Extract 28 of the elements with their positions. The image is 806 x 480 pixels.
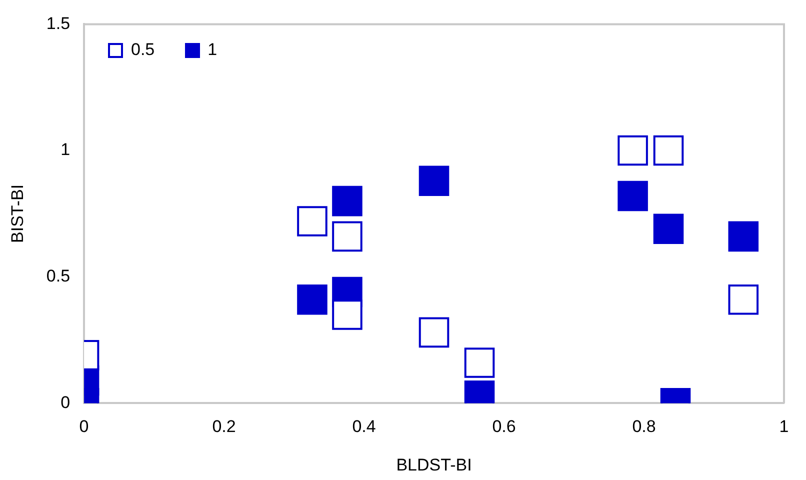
point: [728, 221, 759, 252]
x-axis-title: BLDST-BI: [396, 455, 472, 474]
point: [618, 180, 648, 212]
point: [297, 206, 328, 236]
legend-label: 0.5: [131, 40, 155, 60]
point: [418, 166, 450, 196]
legend-label: 1: [208, 40, 218, 60]
point: [464, 348, 495, 378]
y-tick-label: 0: [60, 392, 70, 412]
point: [418, 317, 450, 348]
y-axis-title: BIST-BI: [8, 184, 27, 243]
x-tick-label: 0: [79, 417, 89, 436]
point: [297, 284, 328, 315]
y-tick-label: 0.5: [46, 266, 70, 286]
point: [332, 300, 362, 330]
point: [728, 284, 759, 315]
x-tick-label: 1: [779, 417, 789, 436]
x-tick-label: 0.2: [212, 417, 236, 436]
x-tick-label: 0.8: [632, 417, 656, 436]
point: [332, 186, 362, 216]
point: [653, 214, 684, 244]
point: [332, 221, 362, 252]
point: [618, 135, 648, 166]
x-tick-label: 0.6: [492, 417, 516, 436]
y-tick-label: 1.5: [46, 14, 70, 33]
point: [653, 135, 684, 166]
y-tick-label: 1: [60, 140, 70, 160]
x-tick-label: 0.4: [352, 417, 376, 436]
